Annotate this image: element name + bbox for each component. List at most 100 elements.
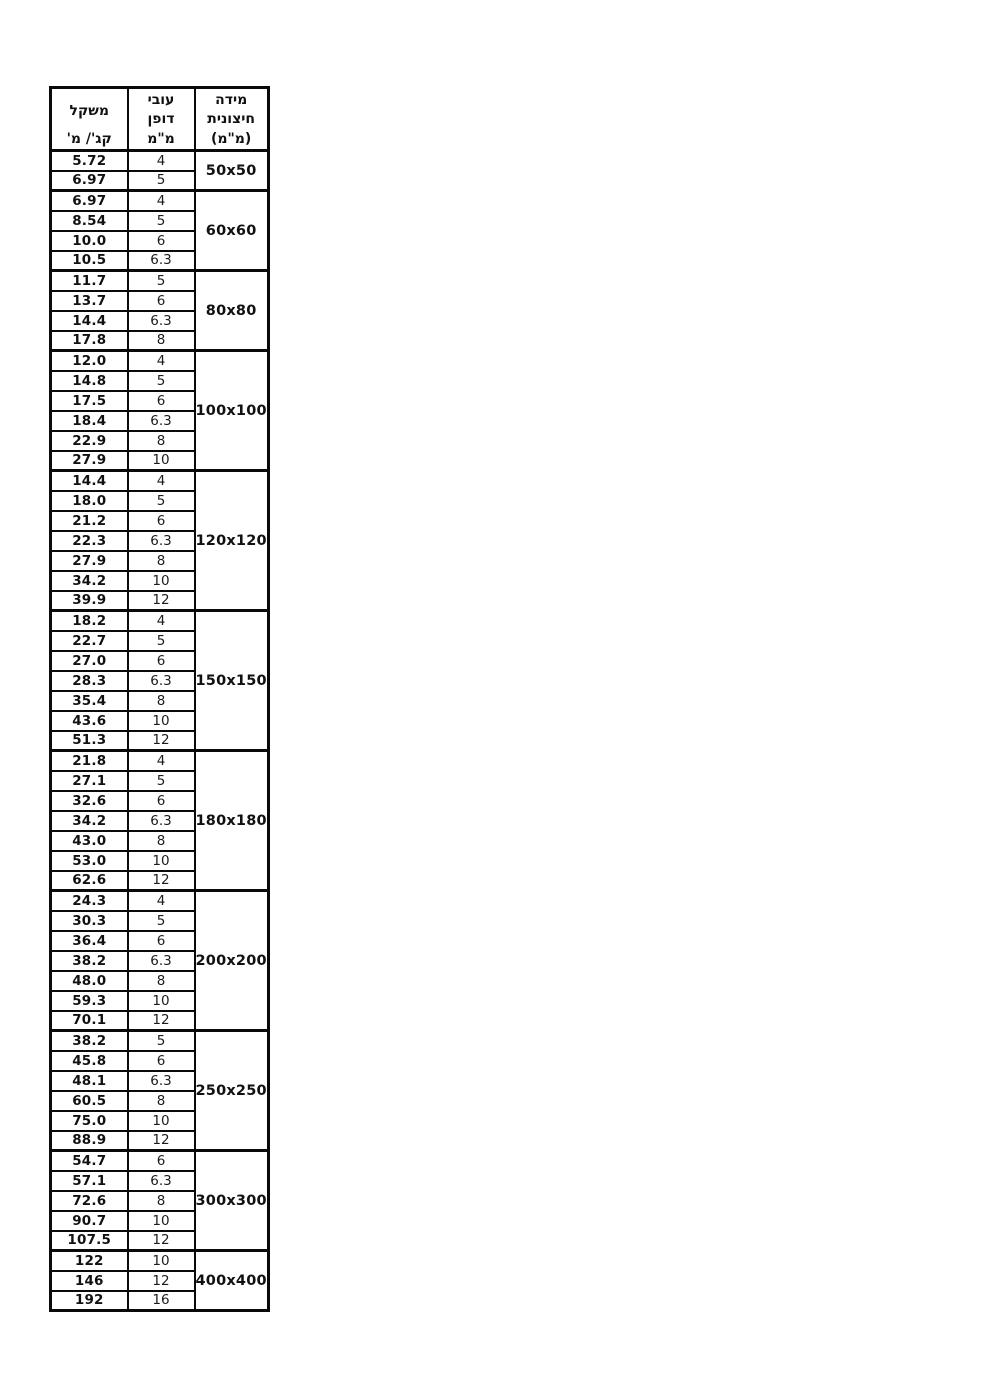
table-row: 13.7 6 xyxy=(49,289,269,312)
thickness-cell: 5 xyxy=(126,909,196,932)
weight-cell: 5.72 xyxy=(49,149,129,172)
weight-cell: 38.2 xyxy=(49,1029,129,1052)
weight-cell: 35.4 xyxy=(49,689,129,712)
thickness-cell: 12 xyxy=(126,589,196,612)
weight-cell: 24.3 xyxy=(49,889,129,912)
dimension-cell: 80x80 xyxy=(193,269,270,352)
weight-cell: 10.0 xyxy=(49,229,129,252)
thickness-cell: 5 xyxy=(126,269,196,292)
table-row: 75.0 10 xyxy=(49,1109,269,1132)
thickness-cell: 4 xyxy=(126,609,196,632)
table-row: 21.8 4 180x180 xyxy=(49,749,270,892)
weight-cell: 122 xyxy=(49,1249,129,1272)
thickness-cell: 6.3 xyxy=(126,809,196,832)
weight-cell: 43.0 xyxy=(49,829,129,852)
weight-cell: 11.7 xyxy=(49,269,129,292)
weight-cell: 32.6 xyxy=(49,789,129,812)
thickness-header-line1: עובי xyxy=(147,91,175,108)
thickness-cell: 6 xyxy=(126,929,196,952)
weight-cell: 12.0 xyxy=(49,349,129,372)
thickness-cell: 8 xyxy=(126,969,196,992)
weight-cell: 27.0 xyxy=(49,649,129,672)
dimension-cell: 150x150 xyxy=(193,609,270,752)
thickness-header-line2: דופן xyxy=(147,111,175,127)
table-row: 54.7 6 300x300 xyxy=(49,1149,270,1252)
weight-cell: 39.9 xyxy=(49,589,129,612)
weight-cell: 45.8 xyxy=(49,1049,129,1072)
weight-cell: 43.6 xyxy=(49,709,129,732)
thickness-cell: 6.3 xyxy=(126,249,196,272)
thickness-cell: 10 xyxy=(126,1249,196,1272)
table-row: 39.9 12 xyxy=(49,589,269,612)
weight-cell: 21.8 xyxy=(49,749,129,772)
thickness-cell: 8 xyxy=(126,1089,196,1112)
weight-cell: 62.6 xyxy=(49,869,129,892)
dimension-cell: 200x200 xyxy=(193,889,270,1032)
weight-cell: 30.3 xyxy=(49,909,129,932)
table-row: 57.1 6.3 xyxy=(49,1169,269,1192)
dimension-header-line2: חיצונית xyxy=(207,111,255,127)
table-row: 17.8 8 xyxy=(49,329,269,352)
table-row: 11.7 5 80x80 xyxy=(49,269,270,352)
weight-cell: 34.2 xyxy=(49,569,129,592)
weight-cell: 60.5 xyxy=(49,1089,129,1112)
dimension-header-unit: (מ"מ) xyxy=(210,130,252,147)
table-row: 34.2 10 xyxy=(49,569,269,592)
table-row: 70.1 12 xyxy=(49,1009,269,1032)
thickness-cell: 10 xyxy=(126,569,196,592)
table-row: 22.9 8 xyxy=(49,429,269,452)
weight-cell: 51.3 xyxy=(49,729,129,752)
thickness-cell: 5 xyxy=(126,769,196,792)
weight-cell: 88.9 xyxy=(49,1129,129,1152)
table-row: 90.7 10 xyxy=(49,1209,269,1232)
table-row: 5.72 4 50x50 xyxy=(49,149,270,192)
table-row: 192 16 xyxy=(49,1289,269,1312)
thickness-cell: 12 xyxy=(126,1009,196,1032)
table-header: משקל קג'/ מ' עובי דופן מ"מ מידה חיצונית xyxy=(49,86,270,152)
dimension-cell: 50x50 xyxy=(193,149,270,192)
table-row: 107.5 12 xyxy=(49,1229,269,1252)
thickness-cell: 4 xyxy=(126,149,196,172)
weight-cell: 70.1 xyxy=(49,1009,129,1032)
weight-cell: 34.2 xyxy=(49,809,129,832)
thickness-cell: 6 xyxy=(126,229,196,252)
thickness-cell: 10 xyxy=(126,709,196,732)
thickness-cell: 10 xyxy=(126,849,196,872)
table-row: 43.0 8 xyxy=(49,829,269,852)
table-row: 27.0 6 xyxy=(49,649,269,672)
table-row: 32.6 6 xyxy=(49,789,269,812)
thickness-cell: 4 xyxy=(126,469,196,492)
weight-cell: 18.0 xyxy=(49,489,129,512)
table-row: 22.7 5 xyxy=(49,629,269,652)
thickness-cell: 5 xyxy=(126,1029,196,1052)
weight-cell: 28.3 xyxy=(49,669,129,692)
table-row: 43.6 10 xyxy=(49,709,269,732)
thickness-cell: 6 xyxy=(126,509,196,532)
table-row: 36.4 6 xyxy=(49,929,269,952)
weight-cell: 6.97 xyxy=(49,169,129,192)
weight-cell: 14.4 xyxy=(49,469,129,492)
thickness-cell: 8 xyxy=(126,549,196,572)
weight-header-unit: קג'/ מ' xyxy=(66,130,112,147)
table-row: 45.8 6 xyxy=(49,1049,269,1072)
weight-cell: 21.2 xyxy=(49,509,129,532)
dimension-cell: 60x60 xyxy=(193,189,270,272)
table-row: 18.0 5 xyxy=(49,489,269,512)
dimension-cell: 400x400 xyxy=(193,1249,270,1312)
weight-cell: 10.5 xyxy=(49,249,129,272)
thickness-cell: 6 xyxy=(126,289,196,312)
table-row: 48.1 6.3 xyxy=(49,1069,269,1092)
thickness-cell: 5 xyxy=(126,169,196,192)
thickness-cell: 8 xyxy=(126,429,196,452)
weight-cell: 75.0 xyxy=(49,1109,129,1132)
weight-cell: 27.9 xyxy=(49,549,129,572)
thickness-cell: 4 xyxy=(126,889,196,912)
thickness-cell: 6 xyxy=(126,649,196,672)
weight-cell: 14.8 xyxy=(49,369,129,392)
weight-cell: 59.3 xyxy=(49,989,129,1012)
thickness-cell: 12 xyxy=(126,1229,196,1252)
thickness-cell: 12 xyxy=(126,729,196,752)
dimension-cell: 300x300 xyxy=(193,1149,270,1252)
weight-cell: 17.5 xyxy=(49,389,129,412)
dimension-cell: 250x250 xyxy=(193,1029,270,1152)
